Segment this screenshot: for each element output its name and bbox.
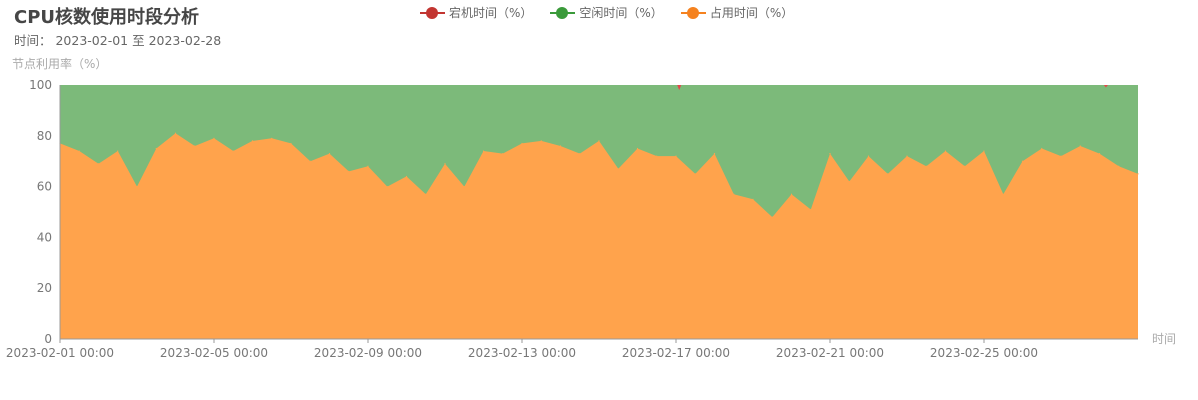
occupied-time-area	[60, 133, 1138, 339]
occupied-point	[675, 155, 677, 157]
downtime-spike	[677, 85, 682, 91]
occupied-point	[405, 175, 408, 178]
occupied-point	[1118, 165, 1120, 167]
y-tick-label: 60	[37, 180, 52, 194]
legend-marker-icon	[420, 6, 445, 20]
x-axis-label: 时间	[1152, 332, 1176, 346]
occupied-point	[97, 163, 100, 165]
occupied-point	[521, 142, 523, 145]
x-tick-label: 2023-02-21 00:00	[776, 346, 884, 360]
occupied-point	[636, 147, 639, 150]
chart-subtitle: 时间： 2023-02-01 至 2023-02-28	[14, 33, 222, 48]
downtime-spike	[1103, 85, 1108, 88]
occupied-point	[617, 168, 619, 170]
y-axis-label: 节点利用率（%）	[12, 57, 108, 71]
y-tick-label: 40	[37, 230, 52, 244]
occupied-point	[1002, 193, 1004, 195]
occupied-point	[1098, 152, 1101, 155]
occupied-point	[1079, 145, 1081, 147]
occupied-point	[694, 173, 696, 175]
occupied-point	[887, 173, 889, 175]
chart-title: CPU核数使用时段分析	[14, 7, 200, 28]
occupied-point	[444, 163, 446, 165]
occupied-point	[790, 193, 793, 195]
x-tick-label: 2023-02-09 00:00	[314, 346, 422, 360]
occupied-point	[482, 150, 485, 152]
x-tick-label: 2023-02-13 00:00	[468, 346, 576, 360]
occupied-point	[309, 160, 311, 162]
occupied-point	[78, 150, 80, 152]
occupied-point	[713, 152, 716, 155]
occupied-point	[367, 165, 369, 167]
occupied-point	[290, 142, 292, 145]
y-tick-label: 20	[37, 281, 52, 295]
x-tick-label: 2023-02-05 00:00	[160, 346, 268, 360]
legend-label: 空闲时间（%）	[579, 6, 663, 20]
occupied-point	[906, 155, 908, 157]
occupied-point	[213, 137, 215, 139]
occupied-point	[425, 193, 427, 195]
y-tick-label: 100	[29, 78, 52, 92]
legend-label: 占用时间（%）	[709, 6, 794, 20]
occupied-point	[155, 147, 157, 150]
legend-label: 宕机时间（%）	[449, 6, 533, 20]
occupied-point	[656, 155, 658, 157]
occupied-point	[559, 145, 562, 147]
occupied-point	[983, 150, 985, 152]
occupied-point	[540, 140, 542, 142]
legend: 宕机时间（%） 空闲时间（%） 占用时间（%）	[420, 4, 793, 21]
occupied-point	[925, 165, 927, 167]
y-tick-label: 0	[44, 332, 52, 346]
y-tick-label: 80	[37, 129, 52, 143]
occupied-point	[1060, 155, 1062, 157]
occupied-point	[136, 186, 138, 188]
occupied-point	[194, 145, 196, 147]
occupied-point	[1137, 173, 1139, 175]
legend-item-occupied[interactable]: 占用时间（%）	[680, 4, 794, 21]
occupied-point	[386, 186, 388, 188]
occupied-point	[752, 198, 754, 200]
occupied-point	[271, 137, 273, 139]
occupied-point	[232, 150, 234, 152]
occupied-point	[867, 155, 870, 157]
occupied-point	[733, 193, 735, 195]
legend-item-downtime[interactable]: 宕机时间（%）	[420, 4, 532, 21]
occupied-point	[848, 180, 850, 183]
x-tick-label: 2023-02-01 00:00	[6, 346, 114, 360]
occupied-point	[829, 152, 831, 155]
legend-marker-icon	[550, 6, 576, 20]
occupied-point	[1021, 160, 1024, 162]
occupied-point	[348, 170, 350, 172]
occupied-point	[251, 140, 254, 142]
occupied-point	[598, 140, 600, 142]
occupied-point	[328, 152, 331, 155]
occupied-point	[463, 186, 465, 188]
occupied-point	[944, 150, 947, 152]
occupied-point	[174, 132, 177, 134]
occupied-point	[810, 208, 812, 211]
occupied-point	[1041, 147, 1043, 150]
x-tick-label: 2023-02-25 00:00	[930, 346, 1038, 360]
legend-marker-icon	[680, 6, 706, 20]
legend-item-idle[interactable]: 空闲时间（%）	[550, 4, 663, 21]
occupied-point	[579, 152, 581, 155]
occupied-point	[502, 152, 504, 155]
occupied-point	[964, 165, 966, 167]
x-tick-label: 2023-02-17 00:00	[622, 346, 730, 360]
occupied-point	[771, 216, 773, 218]
occupied-point	[117, 150, 119, 152]
